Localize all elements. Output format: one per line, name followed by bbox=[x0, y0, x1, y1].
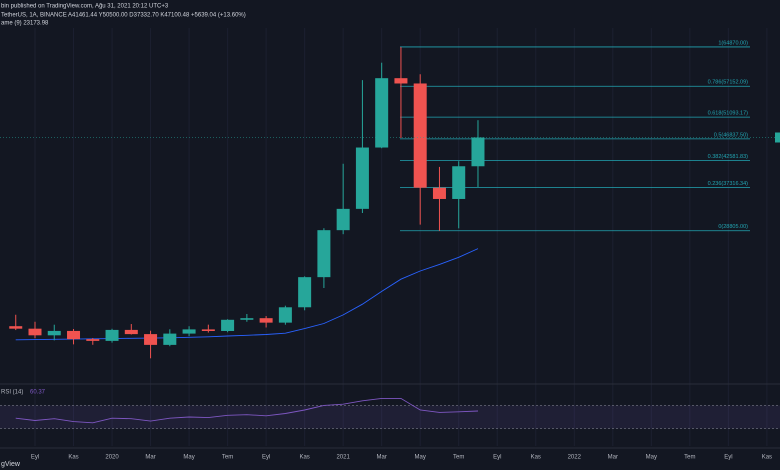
x-tick-label: Tem bbox=[222, 455, 233, 461]
rsi-band bbox=[0, 405, 780, 429]
candle-body bbox=[413, 83, 427, 188]
x-tick-label: Tem bbox=[684, 455, 695, 461]
fib-label: 0.786(57152.09) bbox=[708, 80, 749, 86]
header-symbol: TetherUS, 1A, BINANCE A41461.44 Y50500.0… bbox=[1, 13, 246, 19]
candle-body bbox=[105, 329, 119, 341]
x-tick-label: May bbox=[646, 455, 657, 461]
fib-label: 0.382(42581.83) bbox=[708, 154, 749, 160]
x-tick-label: 2022 bbox=[568, 455, 582, 461]
fib-label: 1(64870.00) bbox=[718, 40, 748, 46]
last-price-marker bbox=[775, 132, 780, 143]
candle-body bbox=[278, 307, 292, 323]
x-tick-label: Kas bbox=[762, 455, 772, 461]
fib-label: 0.236(37316.34) bbox=[708, 181, 749, 187]
fib-label: 0(28805.00) bbox=[718, 224, 748, 230]
x-tick-label: Kas bbox=[531, 455, 541, 461]
candle-body bbox=[47, 330, 61, 336]
x-tick-label: Eyl bbox=[493, 455, 501, 461]
candle-body bbox=[124, 329, 138, 335]
fib-label: 0.618(51093.17) bbox=[708, 111, 749, 117]
x-tick-label: 2020 bbox=[105, 455, 119, 461]
candle-body bbox=[221, 319, 235, 332]
x-tick-label: Kas bbox=[68, 455, 78, 461]
candle-body bbox=[336, 208, 350, 231]
candle-body bbox=[67, 330, 81, 340]
candle-body bbox=[432, 187, 446, 199]
candle-body bbox=[28, 328, 42, 336]
x-tick-label: Tem bbox=[453, 455, 464, 461]
indicator-title: RSI (14) bbox=[1, 390, 23, 396]
candle-body bbox=[355, 147, 369, 209]
candle-body bbox=[182, 329, 196, 334]
header-volume: ame (9) 23173.98 bbox=[1, 21, 49, 27]
plot: Eyl Kas 2020 Mar May Tem Eyl Kas 2021 Mar May Tem Ey… bbox=[0, 40, 780, 461]
candle-body bbox=[9, 326, 23, 329]
x-tick-label: May bbox=[183, 455, 194, 461]
candle-body bbox=[394, 78, 408, 84]
x-tick-label: Mar bbox=[145, 455, 155, 461]
x-tick-label: Mar bbox=[377, 455, 387, 461]
x-tick-label: Eyl bbox=[724, 455, 732, 461]
x-tick-label: Kas bbox=[299, 455, 309, 461]
x-tick-label: 2021 bbox=[336, 455, 350, 461]
candle-body bbox=[317, 230, 331, 278]
candle-body bbox=[298, 277, 312, 308]
header-line: bin published on TradingView.com, Ağu 31… bbox=[1, 4, 169, 10]
fib-label: 0.5(46837.50) bbox=[714, 132, 748, 138]
indicator-value: 60.37 bbox=[30, 390, 46, 396]
candle-body bbox=[471, 137, 485, 167]
candle-body bbox=[240, 318, 254, 320]
candle-body bbox=[144, 334, 158, 345]
candle-body bbox=[86, 339, 100, 341]
x-tick-label: May bbox=[415, 455, 426, 461]
x-tick-label: Eyl bbox=[31, 455, 39, 461]
candle-body bbox=[201, 329, 215, 332]
x-tick-label: Mar bbox=[608, 455, 618, 461]
candle-body bbox=[452, 166, 466, 199]
candle-body bbox=[163, 333, 177, 345]
rsi-line bbox=[15, 397, 479, 424]
candle-body bbox=[259, 318, 273, 323]
watermark: gView bbox=[1, 461, 21, 468]
x-tick-label: Eyl bbox=[262, 455, 270, 461]
candle-body bbox=[375, 78, 389, 148]
